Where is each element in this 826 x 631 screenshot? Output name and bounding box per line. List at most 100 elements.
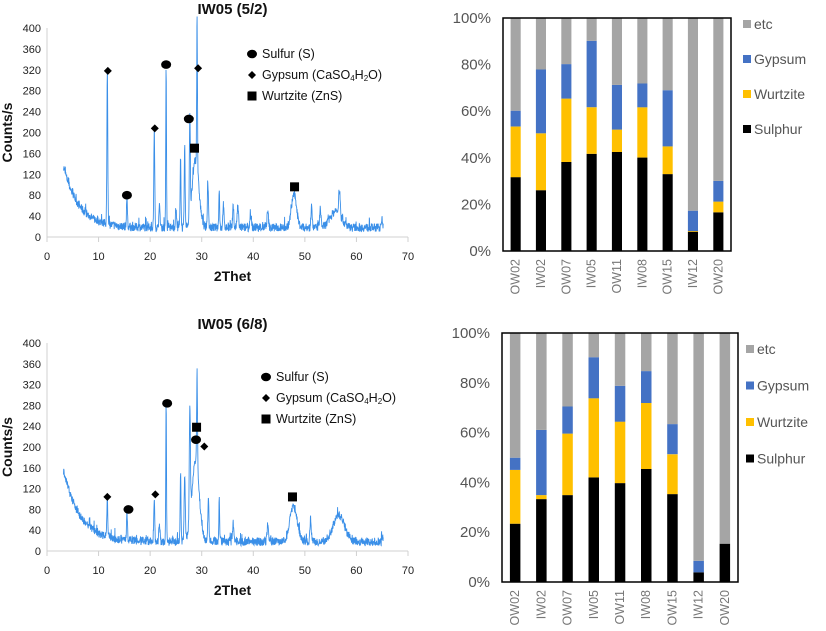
x-tick-label: 10 (92, 251, 104, 263)
y-tick-label: 0 (35, 546, 41, 558)
bar-segment-wurtzite (509, 469, 521, 524)
bar-segment-sulphur (588, 477, 599, 582)
x-axis-label: 2Thet (214, 268, 252, 284)
legend-marker-square (261, 414, 271, 424)
y-tick-label: 80 (29, 190, 41, 202)
peak-marker-square (189, 143, 199, 153)
xrd-chart-xrd-bottom: IW05 (6/8)040801201602002402803203604000… (0, 316, 414, 598)
y-tick-label: 40% (461, 150, 491, 167)
bar-segment-etc (536, 333, 547, 430)
x-category-label: OW15 (665, 590, 679, 625)
legend-label: Gypsum (754, 51, 806, 67)
peak-marker-circle (183, 114, 194, 124)
y-tick-label: 360 (23, 44, 41, 56)
peak-marker-diamond (200, 442, 209, 451)
bar-segment-sulphur (667, 494, 678, 582)
bar-segment-etc (667, 333, 678, 425)
bar-segment-sulphur (536, 499, 547, 582)
legend: etc Gypsum Wurtzite Sulphur (746, 341, 809, 467)
y-tick-label: 240 (23, 421, 41, 433)
peak-marker-circle (123, 505, 134, 514)
y-tick-label: 0 (35, 232, 41, 244)
bar-segment-etc (586, 18, 597, 41)
peak-marker-diamond (150, 124, 159, 133)
xrd-trace-line (63, 368, 384, 548)
x-tick-label: 20 (144, 251, 156, 263)
legend-subscript: 2 (378, 397, 383, 406)
bar-segment-sulphur (562, 495, 573, 582)
y-tick-label: 200 (23, 442, 41, 454)
legend-label: etc (754, 16, 773, 32)
bar-segment-etc (510, 18, 521, 111)
stacked-bar-chart-bar-top: 0% 20% 40% 60% 80% 100% OW02 IW02 OW07 IW05 OW11 IW… (453, 10, 807, 294)
x-category-label: IW02 (534, 259, 548, 288)
y-tick-label: 320 (23, 380, 41, 392)
bar-segment-wurtzite (588, 398, 599, 478)
x-tick-label: 40 (247, 251, 259, 263)
legend-label: Gypsum (CaSO4H2O) (276, 391, 396, 406)
legend-text: H (369, 391, 378, 405)
legend-marker-circle (261, 372, 271, 382)
bar-segment-gypsum (611, 84, 622, 130)
y-tick-label: 60% (460, 425, 490, 442)
legend-text: Gypsum (CaSO (276, 391, 364, 405)
bar-segment-gypsum (535, 69, 546, 134)
legend-swatch-gypsum (746, 381, 754, 390)
x-tick-label: 50 (299, 251, 311, 263)
bar-segment-etc (662, 18, 673, 91)
legend-subscript: 4 (364, 397, 369, 406)
x-tick-label: 0 (44, 565, 50, 577)
y-tick-label: 60% (461, 103, 491, 120)
bar-segment-sulphur (586, 153, 597, 251)
legend-label: Sulphur (754, 121, 803, 137)
x-tick-label: 70 (402, 251, 414, 263)
legend-text: O) (382, 391, 396, 405)
bar-segment-wurtzite (586, 107, 597, 154)
y-tick-label: 40% (460, 474, 490, 491)
x-category-label: IW05 (585, 259, 599, 288)
bar-segment-gypsum (536, 429, 547, 496)
legend-marker-diamond (262, 394, 270, 402)
bar-segment-gypsum (509, 457, 521, 470)
legend-swatch-wurtzite (743, 90, 751, 98)
bar-segment-etc (611, 18, 622, 85)
bar-segment-sulphur (611, 152, 622, 251)
x-category-label: OW20 (711, 259, 725, 294)
chart-title: IW05 (6/8) (197, 316, 267, 333)
bar-segment-gypsum (561, 64, 572, 99)
bar-segment-sulphur (510, 177, 521, 251)
x-category-label: IW05 (587, 590, 601, 619)
legend: Sulfur (S) Gypsum (CaSO4H2O) Wurtzite (ZnS… (261, 370, 396, 426)
bar-segment-gypsum (687, 210, 698, 231)
peak-marker-diamond (194, 64, 203, 73)
y-tick-label: 400 (23, 23, 41, 35)
x-tick-label: 60 (350, 251, 362, 263)
legend-marker-circle (247, 49, 257, 59)
bar-segment-sulphur (662, 174, 673, 251)
x-category-label: IW02 (534, 590, 548, 619)
stacked-bar-chart-bar-bottom: 0% 20% 40% 60% 80% 100% OW02 IW02 OW07 IW05 OW11 IW… (452, 325, 810, 625)
x-category-label: OW20 (718, 590, 732, 625)
y-tick-label: 80 (29, 504, 41, 516)
x-tick-label: 30 (196, 565, 208, 577)
plot-frame (502, 17, 732, 252)
legend-swatch-wurtzite (746, 418, 754, 426)
y-tick-label: 80% (460, 375, 490, 392)
bar-segment-gypsum (562, 406, 573, 434)
y-tick-label: 100% (452, 325, 490, 342)
legend-label: Wurtzite (ZnS) (262, 89, 342, 103)
legend-marker-diamond (248, 71, 256, 79)
legend-label: etc (757, 341, 776, 357)
x-tick-label: 20 (144, 565, 156, 577)
bar-segment-wurtzite (611, 129, 622, 152)
x-category-label: OW11 (610, 259, 624, 294)
bar-segment-etc (535, 18, 546, 70)
bar-segment-wurtzite (510, 126, 521, 178)
bar-segment-wurtzite (662, 146, 673, 175)
x-tick-label: 0 (44, 251, 50, 263)
x-tick-label: 60 (350, 565, 362, 577)
bar-segment-wurtzite (614, 421, 626, 484)
y-tick-label: 0% (469, 243, 491, 260)
y-tick-label: 400 (23, 338, 41, 350)
